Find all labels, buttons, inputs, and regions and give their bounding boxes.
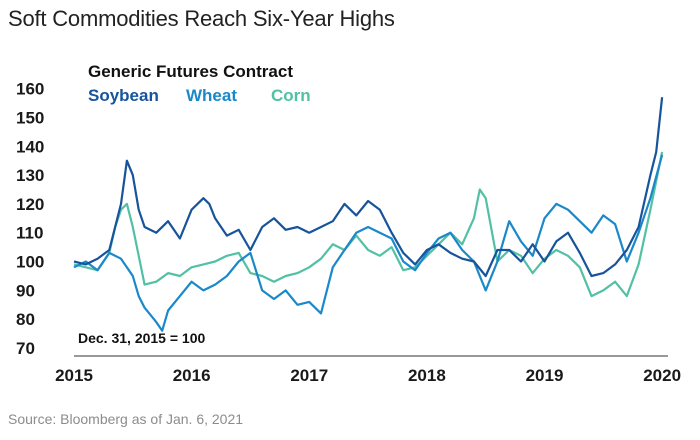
x-tick-label: 2019 — [526, 366, 564, 385]
y-tick-label: 80 — [16, 310, 35, 329]
x-tick-label: 2020 — [643, 366, 681, 385]
legend-title: Generic Futures Contract — [88, 62, 293, 81]
legend-item-soybean: Soybean — [88, 86, 159, 105]
series-line-corn — [73, 151, 664, 298]
chart: 70 80 90 100 110 120 130 140 150 160 2015 2016 2017… — [16, 62, 681, 385]
x-tick-label: 2016 — [173, 366, 211, 385]
series-line-soybean — [73, 97, 664, 278]
baseline-annotation: Dec. 31, 2015 = 100 — [78, 330, 205, 346]
x-tick-label: 2018 — [408, 366, 446, 385]
y-tick-label: 140 — [16, 137, 44, 156]
legend-item-wheat: Wheat — [186, 86, 237, 105]
y-axis: 70 80 90 100 110 120 130 140 150 160 — [16, 80, 44, 358]
y-tick-label: 160 — [16, 80, 44, 99]
legend: Generic Futures Contract Soybean Wheat C… — [88, 62, 311, 105]
source-note: Source: Bloomberg as of Jan. 6, 2021 — [8, 411, 244, 427]
x-tick-label: 2017 — [290, 366, 328, 385]
y-tick-label: 150 — [16, 108, 44, 127]
series-line-wheat — [73, 154, 664, 332]
y-tick-label: 90 — [16, 281, 35, 300]
legend-item-corn: Corn — [271, 86, 311, 105]
y-tick-label: 100 — [16, 253, 44, 272]
y-tick-label: 130 — [16, 166, 44, 185]
x-tick-label: 2015 — [55, 366, 93, 385]
y-tick-label: 120 — [16, 195, 44, 214]
series-lines — [73, 97, 664, 332]
chart-title: Soft Commodities Reach Six-Year Highs — [8, 6, 395, 31]
y-tick-label: 70 — [16, 339, 35, 358]
y-tick-label: 110 — [16, 224, 43, 243]
x-axis: 2015 2016 2017 2018 2019 2020 — [55, 355, 681, 385]
